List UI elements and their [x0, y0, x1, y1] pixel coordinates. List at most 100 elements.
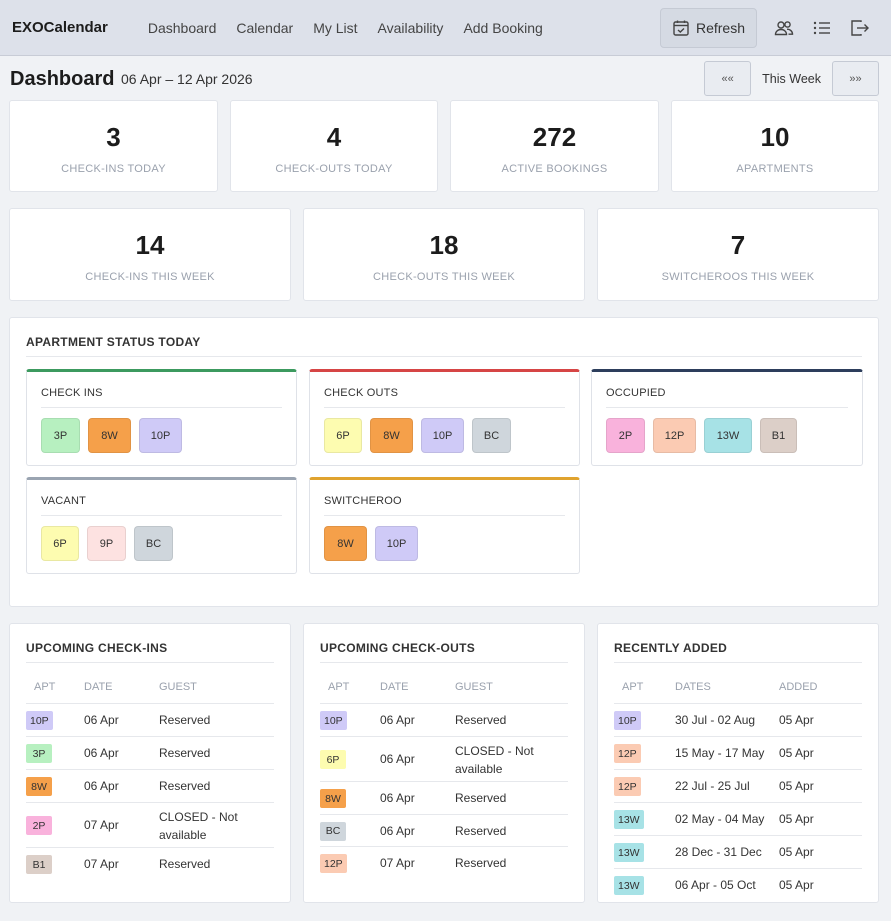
status-group-occupied: OCCUPIED 2P 12P 13W B1: [591, 369, 863, 466]
cell-dates: 28 Dec - 31 Dec: [675, 845, 762, 859]
cell-date: 07 Apr: [380, 856, 415, 870]
upcoming-checkins-panel: UPCOMING CHECK-INS APT DATE GUEST 10P 06 Apr…: [9, 623, 291, 903]
apt-chip-9p[interactable]: 9P: [87, 526, 126, 561]
recently-added-panel: RECENTLY ADDED APT DATES ADDED 10P 30 Jul - …: [597, 623, 879, 903]
table-row[interactable]: 2P 07 Apr CLOSED - Not available: [26, 802, 274, 847]
refresh-label: Refresh: [695, 20, 745, 36]
cell-guest: Reserved: [159, 857, 211, 871]
apt-chip-6p[interactable]: 6P: [41, 526, 79, 561]
cell-dates: 22 Jul - 25 Jul: [675, 779, 750, 793]
nav-link-availability[interactable]: Availability: [377, 19, 444, 36]
apt-chip-list: 3P 8W 10P: [41, 418, 182, 453]
cell-guest: Reserved: [455, 713, 507, 727]
cell-date: 06 Apr: [84, 779, 119, 793]
stat-value: 7: [730, 230, 746, 260]
table-row[interactable]: 13W 02 May - 04 May 05 Apr: [614, 802, 862, 835]
table-row[interactable]: 12P 07 Apr Reserved: [320, 846, 568, 879]
column-header: ADDED: [779, 681, 818, 693]
cell-added: 05 Apr: [779, 878, 814, 892]
refresh-button[interactable]: Refresh: [659, 8, 757, 48]
apt-badge: 13W: [614, 810, 644, 829]
cell-date: 07 Apr: [84, 857, 119, 871]
nav-link-add-booking[interactable]: Add Booking: [463, 19, 543, 36]
apt-chip-8w[interactable]: 8W: [324, 526, 367, 561]
apt-badge: 13W: [614, 876, 644, 895]
cell-dates: 30 Jul - 02 Aug: [675, 713, 756, 727]
table-row[interactable]: 8W 06 Apr Reserved: [26, 769, 274, 802]
stat-value: 18: [429, 230, 459, 260]
apt-chip-10p[interactable]: 10P: [139, 418, 182, 453]
stat-label: CHECK-INS THIS WEEK: [85, 271, 215, 283]
apt-chip-10p[interactable]: 10P: [421, 418, 464, 453]
list-button[interactable]: [803, 8, 841, 48]
recently-added-table: APT DATES ADDED 10P 30 Jul - 02 Aug 05 Apr 12P…: [614, 681, 862, 921]
status-group-divider: [324, 407, 565, 408]
column-header: DATES: [675, 681, 711, 693]
cell-date: 06 Apr: [84, 713, 119, 727]
week-label: This Week: [762, 71, 821, 86]
apt-chip-8w[interactable]: 8W: [370, 418, 413, 453]
apt-chip-13w[interactable]: 13W: [704, 418, 752, 453]
date-range: 06 Apr – 12 Apr 2026: [121, 71, 253, 87]
table-row[interactable]: 10P 06 Apr Reserved: [320, 703, 568, 736]
stat-value: 3: [106, 122, 121, 152]
column-header: APT: [34, 681, 56, 693]
apt-chip-bc[interactable]: BC: [134, 526, 173, 561]
nav-link-dashboard[interactable]: Dashboard: [147, 19, 217, 36]
apt-chip-bc[interactable]: BC: [472, 418, 511, 453]
apt-chip-2p[interactable]: 2P: [606, 418, 645, 453]
nav-link-my-list[interactable]: My List: [313, 19, 358, 36]
table-row[interactable]: 12P 15 May - 17 May 05 Apr: [614, 736, 862, 769]
cell-guest: Reserved: [455, 856, 507, 870]
apt-badge: 8W: [320, 789, 346, 808]
list-icon: [813, 21, 830, 35]
panel-title: UPCOMING CHECK-OUTS: [320, 641, 476, 655]
table-row[interactable]: 8W 06 Apr Reserved: [320, 781, 568, 814]
stat-card-checkins-today: 3 CHECK-INS TODAY: [9, 100, 218, 192]
panel-divider: [26, 356, 862, 357]
apt-chip-10p[interactable]: 10P: [375, 526, 418, 561]
cell-added: 05 Apr: [779, 713, 814, 727]
stat-label: APARTMENTS: [736, 163, 814, 175]
table-row[interactable]: 13W 28 Dec - 31 Dec 05 Apr: [614, 835, 862, 868]
stat-card-checkouts-today: 4 CHECK-OUTS TODAY: [230, 100, 438, 192]
table-row[interactable]: 6P 06 Apr CLOSED - Not available: [320, 736, 568, 781]
stat-value: 272: [532, 122, 577, 152]
table-row[interactable]: BC 06 Apr Reserved: [320, 814, 568, 846]
next-week-button[interactable]: »»: [832, 61, 879, 96]
table-row[interactable]: B1 07 Apr Reserved: [26, 847, 274, 880]
apt-chip-6p[interactable]: 6P: [324, 418, 362, 453]
panel-title: APARTMENT STATUS TODAY: [26, 335, 201, 349]
apt-chip-8w[interactable]: 8W: [88, 418, 131, 453]
brand-logo[interactable]: EXOCalendar: [12, 19, 108, 36]
cell-date: 07 Apr: [84, 818, 119, 832]
apt-chip-12p[interactable]: 12P: [653, 418, 696, 453]
cell-added: 05 Apr: [779, 845, 814, 859]
apt-badge: 2P: [26, 816, 52, 835]
status-group-divider: [324, 515, 565, 516]
stat-card-switcheroos-week: 7 SWITCHEROOS THIS WEEK: [597, 208, 879, 301]
table-row[interactable]: 13W 06 Apr - 05 Oct 05 Apr: [614, 868, 862, 901]
cell-dates: 15 May - 17 May: [675, 746, 765, 760]
table-row[interactable]: 10P 30 Jul - 02 Aug 05 Apr: [614, 703, 862, 736]
table-row[interactable]: 12P 22 Jul - 25 Jul 05 Apr: [614, 769, 862, 802]
apt-chip-b1[interactable]: B1: [760, 418, 797, 453]
table-row[interactable]: 3P 06 Apr Reserved: [26, 736, 274, 769]
table-row[interactable]: 10P 06 Apr Reserved: [26, 703, 274, 736]
apt-chip-3p[interactable]: 3P: [41, 418, 80, 453]
panel-divider: [26, 662, 274, 663]
users-button[interactable]: [765, 8, 803, 48]
apt-badge: 12P: [614, 777, 641, 796]
cell-dates: 02 May - 04 May: [675, 812, 765, 826]
logout-icon: [851, 20, 869, 36]
cell-added: 05 Apr: [779, 746, 814, 760]
stat-value: 14: [135, 230, 165, 260]
apt-chip-list: 6P 8W 10P BC: [324, 418, 511, 453]
prev-week-button[interactable]: ««: [704, 61, 752, 96]
nav-link-calendar[interactable]: Calendar: [236, 19, 294, 36]
logout-button[interactable]: [841, 8, 879, 48]
checkouts-table: APT DATE GUEST 10P 06 Apr Reserved 6P 06 Apr CLO…: [320, 681, 568, 921]
apt-chip-list: 6P 9P BC: [41, 526, 173, 561]
apt-badge: 10P: [26, 711, 53, 730]
cell-guest: Reserved: [159, 713, 211, 727]
